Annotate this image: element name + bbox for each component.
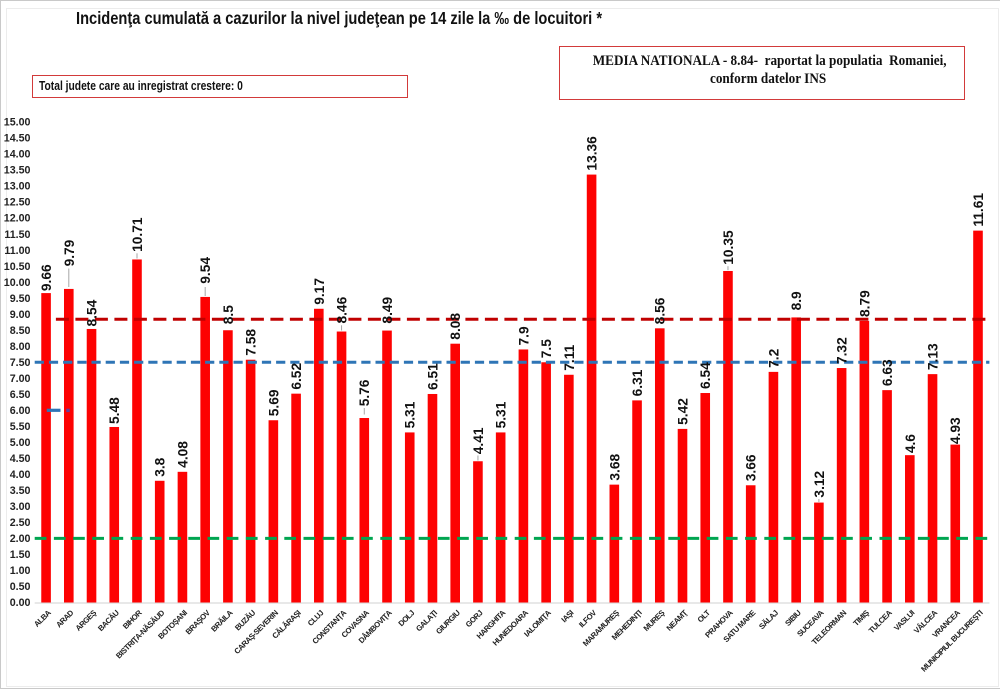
- svg-text:7.50: 7.50: [10, 357, 31, 369]
- svg-text:SĂLAJ: SĂLAJ: [757, 608, 780, 631]
- svg-text:7.13: 7.13: [925, 343, 940, 370]
- svg-text:12.00: 12.00: [4, 213, 31, 225]
- svg-text:11.61: 11.61: [971, 193, 986, 227]
- svg-text:3.50: 3.50: [10, 485, 31, 497]
- svg-text:2.50: 2.50: [10, 517, 31, 529]
- svg-text:6.52: 6.52: [289, 363, 304, 390]
- svg-text:10.50: 10.50: [4, 261, 31, 273]
- svg-text:7.5: 7.5: [539, 339, 554, 358]
- svg-text:14.50: 14.50: [4, 133, 31, 145]
- svg-text:5.69: 5.69: [266, 389, 281, 416]
- svg-text:3.00: 3.00: [10, 501, 31, 513]
- svg-text:4.00: 4.00: [10, 469, 31, 481]
- svg-text:1.50: 1.50: [10, 549, 31, 561]
- svg-text:9.50: 9.50: [10, 293, 31, 305]
- svg-text:5.48: 5.48: [107, 397, 122, 424]
- svg-text:13.50: 13.50: [4, 165, 31, 177]
- svg-text:7.00: 7.00: [10, 373, 31, 385]
- svg-text:CLUJ: CLUJ: [306, 608, 325, 627]
- svg-text:10.35: 10.35: [721, 230, 736, 265]
- svg-text:6.54: 6.54: [698, 362, 713, 389]
- svg-text:5.50: 5.50: [10, 421, 31, 433]
- svg-text:MUREŞ: MUREŞ: [642, 608, 667, 633]
- svg-text:8.9: 8.9: [789, 291, 804, 310]
- svg-text:8.50: 8.50: [10, 325, 31, 337]
- svg-text:10.00: 10.00: [4, 277, 31, 289]
- svg-text:12.50: 12.50: [4, 197, 31, 209]
- svg-text:6.51: 6.51: [425, 363, 440, 390]
- svg-text:SIBIU: SIBIU: [783, 608, 803, 628]
- svg-text:8.5: 8.5: [221, 305, 236, 324]
- svg-text:GORJ: GORJ: [464, 608, 485, 629]
- svg-text:9.66: 9.66: [39, 264, 54, 291]
- svg-text:BACĂU: BACĂU: [96, 608, 121, 633]
- svg-text:5.76: 5.76: [357, 379, 372, 406]
- svg-text:4.08: 4.08: [175, 441, 190, 468]
- svg-text:BRAŞOV: BRAŞOV: [184, 608, 213, 637]
- svg-text:3.8: 3.8: [153, 457, 168, 476]
- svg-text:ARGEŞ: ARGEŞ: [74, 608, 98, 632]
- svg-text:GIURGIU: GIURGIU: [434, 608, 462, 636]
- svg-text:8.54: 8.54: [84, 299, 99, 326]
- svg-text:4.6: 4.6: [903, 434, 918, 453]
- svg-text:6.31: 6.31: [630, 369, 645, 396]
- svg-text:11.00: 11.00: [4, 245, 30, 257]
- svg-text:3.12: 3.12: [812, 470, 827, 497]
- svg-text:5.00: 5.00: [10, 437, 31, 449]
- svg-text:5.31: 5.31: [494, 401, 509, 428]
- svg-text:3.68: 3.68: [607, 454, 622, 481]
- svg-text:7.2: 7.2: [766, 348, 781, 367]
- svg-text:7.32: 7.32: [835, 337, 850, 364]
- svg-text:6.63: 6.63: [880, 359, 895, 386]
- svg-text:4.50: 4.50: [10, 453, 31, 465]
- svg-text:4.93: 4.93: [948, 417, 963, 444]
- svg-text:8.00: 8.00: [10, 341, 31, 353]
- svg-text:0.00: 0.00: [10, 597, 31, 609]
- svg-text:DOLJ: DOLJ: [397, 608, 417, 628]
- svg-text:5.31: 5.31: [403, 401, 418, 428]
- svg-text:14.00: 14.00: [4, 149, 31, 161]
- svg-text:8.46: 8.46: [335, 296, 350, 323]
- svg-text:7.9: 7.9: [516, 326, 531, 345]
- svg-text:8.56: 8.56: [653, 297, 668, 324]
- svg-text:5.42: 5.42: [675, 398, 690, 425]
- svg-text:15.00: 15.00: [4, 117, 31, 129]
- svg-text:IAŞI: IAŞI: [560, 608, 576, 624]
- svg-text:13.00: 13.00: [4, 181, 31, 193]
- svg-text:8.49: 8.49: [380, 296, 395, 323]
- svg-text:9.54: 9.54: [198, 257, 213, 284]
- svg-text:OLT: OLT: [696, 608, 712, 624]
- svg-text:NEAMŢ: NEAMŢ: [665, 608, 690, 633]
- svg-text:10.71: 10.71: [130, 217, 145, 252]
- svg-text:3.66: 3.66: [744, 454, 759, 481]
- svg-text:8.79: 8.79: [857, 290, 872, 317]
- svg-text:9.17: 9.17: [312, 278, 327, 305]
- svg-text:8.08: 8.08: [448, 313, 463, 340]
- svg-text:6.50: 6.50: [10, 389, 31, 401]
- svg-text:6.00: 6.00: [10, 405, 31, 417]
- svg-text:2.00: 2.00: [10, 533, 31, 545]
- svg-text:TIMIŞ: TIMIŞ: [851, 608, 871, 628]
- svg-text:9.00: 9.00: [10, 309, 31, 321]
- svg-text:TULCEA: TULCEA: [867, 608, 894, 635]
- svg-text:ALBA: ALBA: [32, 608, 53, 629]
- svg-text:7.58: 7.58: [244, 329, 259, 356]
- svg-text:0.50: 0.50: [10, 581, 31, 593]
- svg-text:7.11: 7.11: [562, 344, 577, 370]
- svg-text:BRĂILA: BRĂILA: [209, 608, 235, 634]
- svg-text:9.79: 9.79: [62, 239, 77, 266]
- svg-text:1.00: 1.00: [10, 565, 31, 577]
- svg-text:13.36: 13.36: [585, 136, 600, 171]
- svg-text:4.41: 4.41: [471, 427, 486, 454]
- svg-text:11.50: 11.50: [4, 229, 30, 241]
